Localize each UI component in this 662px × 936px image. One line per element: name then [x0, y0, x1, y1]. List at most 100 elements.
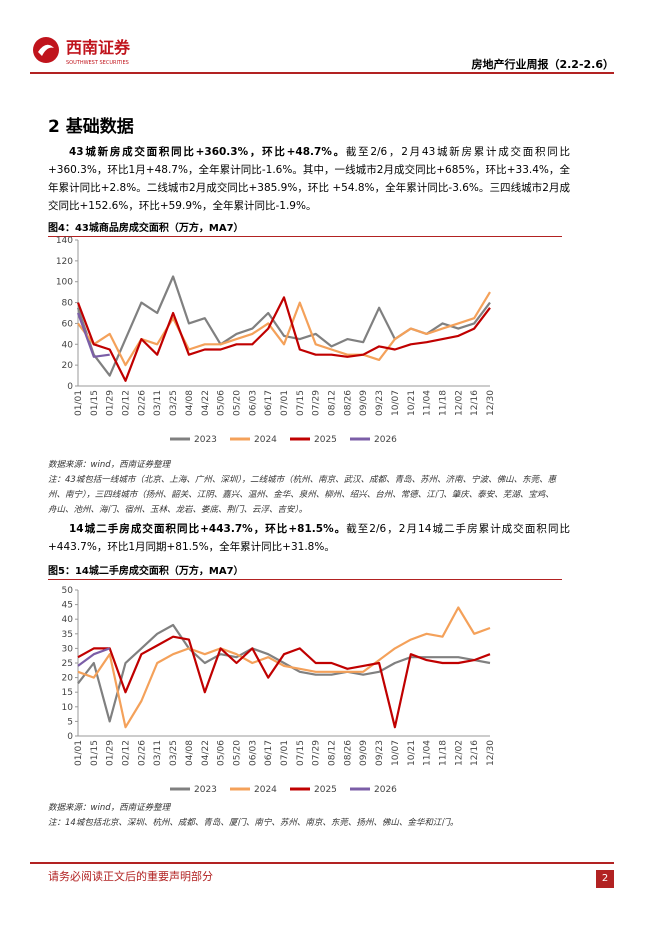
logo-swoosh	[38, 44, 54, 56]
x-tick-label: 06/03	[248, 390, 258, 416]
x-tick-label: 02/26	[137, 390, 147, 416]
y-tick-label: 40	[62, 615, 74, 625]
x-tick-label: 01/29	[106, 390, 116, 416]
x-tick-label: 03/11	[153, 740, 163, 766]
y-tick-label: 25	[62, 659, 73, 669]
legend-label: 2024	[254, 435, 277, 445]
series-line	[76, 312, 110, 358]
x-tick-label: 01/15	[90, 740, 100, 766]
x-tick-label: 02/12	[122, 390, 132, 416]
lead: 43城新房成交面积同比+360.3%，环比+48.7%。	[69, 146, 346, 158]
x-tick-label: 03/25	[169, 390, 179, 416]
x-tick-label: 08/12	[328, 390, 338, 416]
x-tick-label: 04/22	[201, 390, 211, 416]
x-tick-label: 04/08	[185, 740, 195, 766]
x-tick-label: 12/02	[454, 740, 464, 766]
series-line	[77, 623, 491, 723]
series-line	[76, 275, 491, 377]
logo-cn: 西南证券	[66, 38, 131, 57]
body: 截至2/6，2月14城二手房累计成交面积同比+443.7%，环比1月同期+81.…	[48, 523, 570, 553]
page-number: 2	[596, 870, 614, 888]
y-tick-label: 60	[62, 319, 74, 329]
x-tick-label: 08/26	[343, 740, 353, 766]
x-tick-label: 06/03	[248, 740, 258, 766]
y-tick-label: 0	[67, 732, 73, 742]
footer-rule	[30, 862, 614, 864]
logo: 西南证券 SOUTHWEST SECURITIES	[33, 37, 131, 66]
note: 注：14城包括北京、深圳、杭州、成都、青岛、厦门、南宁、苏州、南京、东莞、扬州、…	[48, 818, 459, 828]
legend-label: 2026	[374, 785, 397, 795]
y-tick-label: 10	[62, 703, 74, 713]
figure-caption: 图4：43城商品房成交面积（万方，MA7）	[48, 219, 562, 237]
x-tick-label: 04/08	[185, 390, 195, 416]
y-tick-label: 0	[67, 382, 73, 392]
report-title: 房地产行业周报（2.2-2.6）	[471, 58, 614, 71]
x-tick-label: 10/07	[391, 390, 401, 416]
x-tick-label: 05/20	[232, 740, 242, 766]
y-tick-label: 50	[62, 586, 74, 596]
x-tick-label: 07/01	[280, 390, 290, 416]
figure-notes: 数据来源：wind，西南证券整理注：43城包括一线城市（北京、上海、广州、深圳）…	[48, 458, 562, 518]
x-tick-label: 07/01	[280, 740, 290, 766]
x-tick-label: 02/12	[122, 740, 132, 766]
y-tick-label: 100	[56, 278, 73, 288]
logo-en: SOUTHWEST SECURITIES	[66, 60, 129, 66]
y-tick-label: 20	[62, 674, 74, 684]
paragraph: 43城新房成交面积同比+360.3%，环比+48.7%。截至2/6，2月43城新…	[48, 143, 570, 215]
section-number: 2	[48, 117, 60, 137]
chart: 0 20 40 60 80 100 120 140 01/01 01/15 01/29 02/12 02…	[56, 236, 496, 445]
x-tick-label: 01/29	[106, 740, 116, 766]
x-tick-label: 09/23	[375, 740, 385, 766]
y-tick-label: 40	[62, 340, 74, 350]
x-tick-label: 10/21	[407, 740, 417, 766]
x-tick-label: 05/06	[217, 390, 227, 416]
x-tick-label: 01/15	[90, 390, 100, 416]
y-tick-label: 15	[62, 688, 73, 698]
x-tick-label: 11/04	[423, 390, 433, 416]
x-tick-label: 09/23	[375, 390, 385, 416]
legend-label: 2026	[374, 435, 397, 445]
y-tick-label: 80	[62, 299, 74, 309]
x-tick-label: 11/18	[438, 390, 448, 416]
source: 数据来源：wind，西南证券整理	[48, 460, 171, 470]
section-title: 基础数据	[65, 117, 134, 137]
legend-label: 2024	[254, 785, 277, 795]
x-tick-label: 07/29	[312, 740, 322, 766]
x-tick-label: 05/06	[217, 740, 227, 766]
x-tick-label: 07/29	[312, 390, 322, 416]
x-tick-label: 12/02	[454, 390, 464, 416]
x-tick-label: 09/09	[359, 740, 369, 766]
note: 注：43城包括一线城市（北京、上海、广州、深圳），二线城市（杭州、南京、武汉、成…	[48, 475, 557, 515]
paragraph: 14城二手房成交面积同比+443.7%，环比+81.5%。截至2/6，2月14城…	[48, 520, 570, 556]
y-tick-label: 35	[62, 630, 73, 640]
x-tick-label: 04/22	[201, 740, 211, 766]
x-tick-label: 07/15	[296, 740, 306, 766]
figure-notes: 数据来源：wind，西南证券整理注：14城包括北京、深圳、杭州、成都、青岛、厦门…	[48, 801, 562, 831]
series-line	[77, 635, 491, 729]
lead: 14城二手房成交面积同比+443.7%，环比+81.5%。	[69, 523, 347, 535]
header-rule	[30, 72, 614, 74]
disclaimer: 请务必阅读正文后的重要声明部分	[48, 870, 213, 883]
x-tick-label: 08/26	[343, 390, 353, 416]
x-tick-label: 03/25	[169, 740, 179, 766]
x-tick-label: 10/21	[407, 390, 417, 416]
y-tick-label: 140	[56, 236, 73, 246]
x-tick-label: 12/30	[486, 390, 496, 416]
series-line	[77, 291, 491, 367]
source: 数据来源：wind，西南证券整理	[48, 803, 171, 813]
legend-label: 2025	[314, 435, 337, 445]
x-tick-label: 03/11	[153, 390, 163, 416]
x-tick-label: 06/17	[264, 390, 274, 416]
y-tick-label: 20	[62, 361, 74, 371]
series-line	[76, 296, 491, 382]
y-tick-label: 30	[62, 644, 74, 654]
legend-label: 2023	[194, 785, 217, 795]
series-line	[77, 606, 491, 729]
x-tick-label: 07/15	[296, 390, 306, 416]
legend-label: 2023	[194, 435, 217, 445]
x-tick-label: 11/18	[438, 740, 448, 766]
body: 截至2/6，2月43城新房累计成交面积同比+360.3%，环比1月+48.7%，…	[48, 146, 570, 212]
y-tick-label: 5	[67, 717, 73, 727]
